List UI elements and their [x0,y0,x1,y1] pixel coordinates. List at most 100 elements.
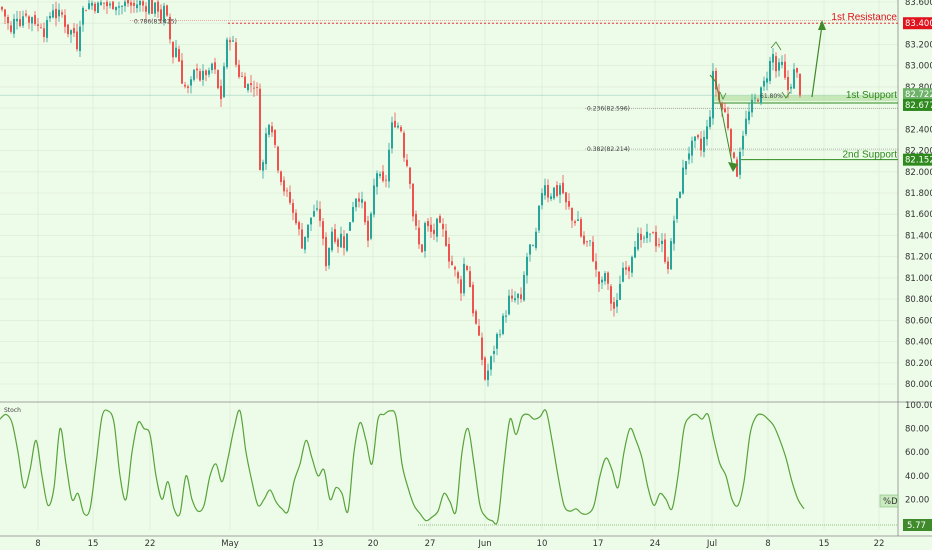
support-2-price-tag: 82.152 [905,156,932,166]
candle-body [13,18,15,34]
x-tick-label: 13 [313,539,324,549]
candle-body [691,140,693,156]
candle-body [667,261,669,270]
candle-body [454,266,456,270]
candle-body [799,73,801,96]
candle-body [61,12,63,15]
candle-body [214,62,216,70]
candle-body [571,208,573,221]
candle-body [430,224,432,232]
candle-body [493,351,495,355]
candle-body [208,70,210,75]
candle-body [199,71,201,81]
x-tick-label: 24 [650,539,661,549]
candle-body [379,174,381,176]
candle-body [742,135,744,150]
candle-body [298,222,300,230]
candle-body [340,233,342,248]
x-tick-label: 8 [35,539,40,549]
candle-body [604,273,606,282]
stoch-label-tag-bg [879,494,899,508]
support-1-price-tag: 82.677 [905,101,932,111]
y-tick-label: 81.400 [905,231,932,241]
current-price-tag: 82.722 [905,90,932,100]
candle-body [739,151,741,175]
candle-body [148,0,150,14]
candle-body [727,113,729,129]
candle-body [448,244,450,262]
candle-body [403,132,405,158]
y-tick-label: 82.400 [905,125,932,135]
candle-body [661,240,663,245]
candle-body [460,279,462,294]
candle-body [319,208,321,221]
candle-body [193,69,195,80]
candle-body [121,6,123,7]
candle-body [58,9,60,17]
candle-body [580,219,582,237]
y-tick-label: 83.000 [905,62,932,72]
candle-body [634,246,636,258]
candle-body [118,6,120,8]
candle-body [451,261,453,265]
candle-body [364,201,366,223]
drop-arrowhead [728,162,738,172]
candle-body [253,87,255,89]
candle-body [613,302,615,309]
resistance-label: 1st Resistance [831,12,897,23]
candle-body [82,7,84,25]
candle-body [310,217,312,225]
candle-body [412,183,414,217]
candle-body [202,70,204,80]
x-tick-label: Jul [706,539,717,549]
candle-body [715,70,717,90]
x-tick-label: 22 [145,539,156,549]
candle-body [10,25,12,32]
resistance-price-tag: 83.400 [905,19,932,29]
candle-body [445,230,447,246]
candle-body [232,40,234,42]
candle-body [478,325,480,336]
y-tick-label: 81.200 [905,253,932,263]
candle-body [703,136,705,152]
stoch-y-tick: 100.00 [905,401,932,411]
candle-body [409,167,411,184]
candle-body [4,9,6,17]
candle-body [457,272,459,279]
candle-body [361,199,363,203]
candle-body [325,237,327,267]
candle-body [367,220,369,241]
candle-body [88,3,90,9]
candle-body [274,129,276,145]
candle-body [541,193,543,206]
candle-body [67,24,69,35]
candle-body [172,41,174,58]
candle-body [292,203,294,213]
candle-body [688,153,690,160]
resistance-price-tag-bg [903,17,932,30]
candle-body [517,293,519,299]
candle-body [475,311,477,324]
candle-body [145,6,147,12]
candle-body [514,298,516,301]
support-2-price-tag-bg [903,153,932,166]
candle-body [538,205,540,231]
candle-body [283,180,285,192]
x-tick-label: May [221,539,239,549]
candle-body [655,231,657,247]
x-tick-label: 27 [425,539,436,549]
fib-label-0236: 0.236(82.596) [587,106,630,113]
candle-body [91,2,93,6]
candle-body [241,76,243,77]
candle-body [529,244,531,255]
y-tick-label: 82.800 [905,83,932,93]
candle-body [211,63,213,71]
candle-body [553,187,555,199]
candle-body [184,84,186,87]
candle-body [697,135,699,138]
candle-body [322,221,324,239]
candle-body [523,275,525,301]
candle-body [70,30,72,35]
